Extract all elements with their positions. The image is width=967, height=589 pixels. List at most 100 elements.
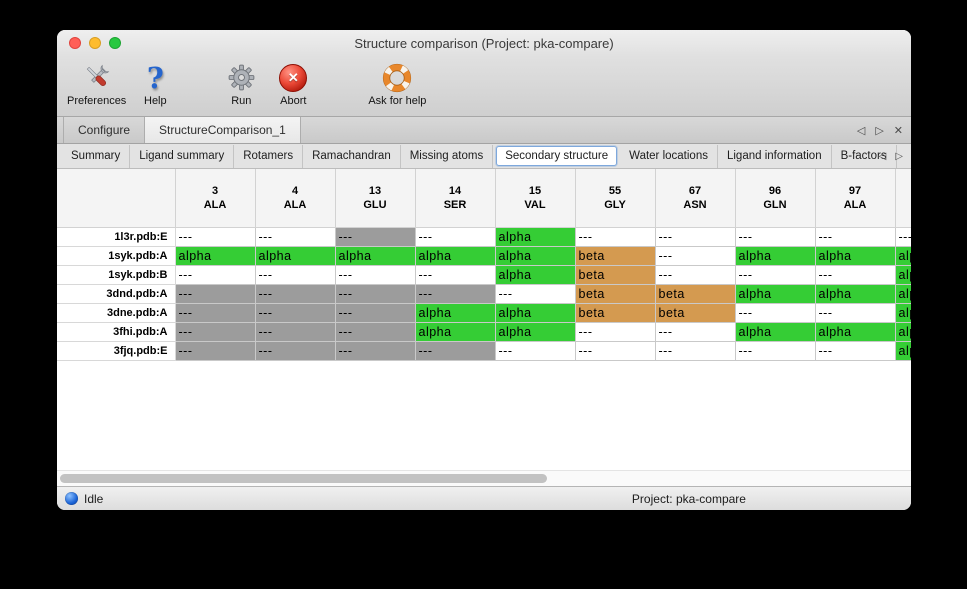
subtab-rotamers[interactable]: Rotamers — [234, 144, 304, 168]
subtab-b-factors[interactable]: B-factors — [832, 144, 897, 168]
ss-cell-gap[interactable]: --- — [254, 340, 336, 361]
ss-cell-none[interactable]: --- — [734, 226, 816, 247]
ss-cell-gap[interactable]: --- — [174, 340, 256, 361]
ss-cell-alpha[interactable]: alpha — [254, 245, 336, 266]
ss-cell-beta[interactable]: beta — [574, 264, 656, 285]
ss-cell-none[interactable]: --- — [654, 226, 736, 247]
ss-cell-none[interactable]: --- — [494, 283, 576, 304]
ss-cell-alpha[interactable]: alpha — [334, 245, 416, 266]
ask-for-help-button[interactable]: Ask for help — [368, 60, 426, 107]
ss-cell-none[interactable]: --- — [654, 321, 736, 342]
ss-cell-alpha[interactable]: alpha — [414, 321, 496, 342]
subtab-ramachandran[interactable]: Ramachandran — [303, 144, 401, 168]
ss-cell-none[interactable]: --- — [814, 340, 896, 361]
preferences-button[interactable]: Preferences — [67, 60, 126, 107]
ss-cell-gap[interactable]: --- — [334, 226, 416, 247]
row-header-structure[interactable]: 1syk.pdb:A — [57, 245, 176, 266]
ss-cell-gap[interactable]: --- — [334, 340, 416, 361]
ss-cell-none[interactable]: --- — [734, 302, 816, 323]
ss-cell-alpha[interactable]: alpha — [894, 283, 911, 304]
close-window-button[interactable] — [69, 37, 81, 49]
subtab-next-icon[interactable]: ▷ — [895, 150, 903, 162]
ss-cell-alpha[interactable]: alpha — [734, 245, 816, 266]
zoom-window-button[interactable] — [109, 37, 121, 49]
column-header-residue[interactable]: 55 GLY — [574, 169, 656, 228]
ss-cell-alpha[interactable]: alpha — [174, 245, 256, 266]
ss-cell-gap[interactable]: --- — [414, 283, 496, 304]
row-header-structure[interactable]: 3dnd.pdb:A — [57, 283, 176, 304]
ss-cell-none[interactable]: --- — [174, 264, 256, 285]
column-header-residue[interactable]: 14 SER — [414, 169, 496, 228]
ss-cell-none[interactable]: --- — [814, 264, 896, 285]
subtab-secondary-structure[interactable]: Secondary structure — [496, 146, 618, 166]
ss-cell-none[interactable]: --- — [654, 245, 736, 266]
ss-cell-none[interactable]: --- — [654, 340, 736, 361]
ss-cell-beta[interactable]: beta — [574, 245, 656, 266]
ss-cell-none[interactable]: --- — [254, 264, 336, 285]
subtab-ligand-information[interactable]: Ligand information — [718, 144, 832, 168]
ss-cell-alpha[interactable]: alpha — [814, 321, 896, 342]
ss-cell-beta[interactable]: beta — [574, 302, 656, 323]
ss-cell-gap[interactable]: --- — [334, 321, 416, 342]
subtab-summary[interactable]: Summary — [62, 144, 131, 168]
ss-cell-gap[interactable]: --- — [334, 302, 416, 323]
ss-cell-alpha[interactable]: alpha — [414, 245, 496, 266]
column-header-residue[interactable]: 4 ALA — [254, 169, 336, 228]
ss-cell-gap[interactable]: --- — [334, 283, 416, 304]
ss-cell-none[interactable]: --- — [654, 264, 736, 285]
tab-prev-icon[interactable]: ◁ — [856, 124, 866, 137]
ss-cell-none[interactable]: --- — [334, 264, 416, 285]
ss-cell-alpha[interactable]: alpha — [734, 321, 816, 342]
row-header-structure[interactable]: 1syk.pdb:B — [57, 264, 176, 285]
ss-cell-none[interactable]: --- — [734, 340, 816, 361]
tab-next-icon[interactable]: ▷ — [875, 124, 884, 137]
ss-cell-none[interactable]: --- — [814, 302, 896, 323]
ss-cell-beta[interactable]: beta — [654, 302, 736, 323]
ss-cell-gap[interactable]: --- — [414, 340, 496, 361]
column-header-residue[interactable]: 97 ALA — [814, 169, 896, 228]
subtab-missing-atoms[interactable]: Missing atoms — [401, 144, 494, 168]
ss-cell-alpha[interactable]: alpha — [494, 245, 576, 266]
ss-cell-alpha[interactable]: alpha — [894, 245, 911, 266]
abort-button[interactable]: ✕ Abort — [270, 60, 316, 107]
row-header-structure[interactable]: 3dne.pdb:A — [57, 302, 176, 323]
help-button[interactable]: ? Help — [132, 60, 178, 108]
ss-cell-none[interactable]: --- — [174, 226, 256, 247]
ss-cell-none[interactable]: --- — [414, 264, 496, 285]
run-button[interactable]: Run — [218, 60, 264, 107]
row-header-structure[interactable]: 3fhi.pdb:A — [57, 321, 176, 342]
ss-cell-alpha[interactable]: alpha — [494, 226, 576, 247]
tab-structurecomparison_1[interactable]: StructureComparison_1 — [145, 117, 301, 143]
ss-cell-none[interactable]: --- — [734, 264, 816, 285]
column-header-residue[interactable]: 96 GLN — [734, 169, 816, 228]
ss-cell-none[interactable]: --- — [814, 226, 896, 247]
ss-cell-alpha[interactable]: alpha — [814, 245, 896, 266]
ss-cell-none[interactable]: --- — [574, 226, 656, 247]
column-header-residue[interactable]: 67 ASN — [654, 169, 736, 228]
ss-cell-alpha[interactable]: alpha — [894, 340, 911, 361]
row-header-structure[interactable]: 1l3r.pdb:E — [57, 226, 176, 247]
ss-cell-alpha[interactable]: alpha — [894, 264, 911, 285]
subtab-water-locations[interactable]: Water locations — [620, 144, 718, 168]
ss-cell-beta[interactable]: beta — [654, 283, 736, 304]
column-header-residue[interactable]: 13 GLU — [334, 169, 416, 228]
ss-cell-alpha[interactable]: alpha — [894, 321, 911, 342]
minimize-window-button[interactable] — [89, 37, 101, 49]
ss-cell-beta[interactable]: beta — [574, 283, 656, 304]
ss-cell-none[interactable]: --- — [574, 340, 656, 361]
subtab-prev-icon[interactable]: ◁ — [878, 150, 887, 162]
subtab-ligand-summary[interactable]: Ligand summary — [130, 144, 235, 168]
ss-cell-none[interactable]: --- — [414, 226, 496, 247]
tab-configure[interactable]: Configure — [63, 117, 146, 143]
horizontal-scrollbar[interactable] — [57, 470, 911, 486]
ss-cell-gap[interactable]: --- — [174, 321, 256, 342]
ss-cell-gap[interactable]: --- — [174, 302, 256, 323]
column-header-residue[interactable] — [894, 169, 911, 228]
ss-cell-alpha[interactable]: alpha — [814, 283, 896, 304]
ss-cell-none[interactable]: --- — [574, 321, 656, 342]
ss-cell-alpha[interactable]: alpha — [414, 302, 496, 323]
ss-cell-alpha[interactable]: alpha — [494, 321, 576, 342]
ss-cell-none[interactable]: --- — [254, 226, 336, 247]
horizontal-scrollbar-thumb[interactable] — [60, 474, 547, 483]
ss-cell-alpha[interactable]: alpha — [734, 283, 816, 304]
